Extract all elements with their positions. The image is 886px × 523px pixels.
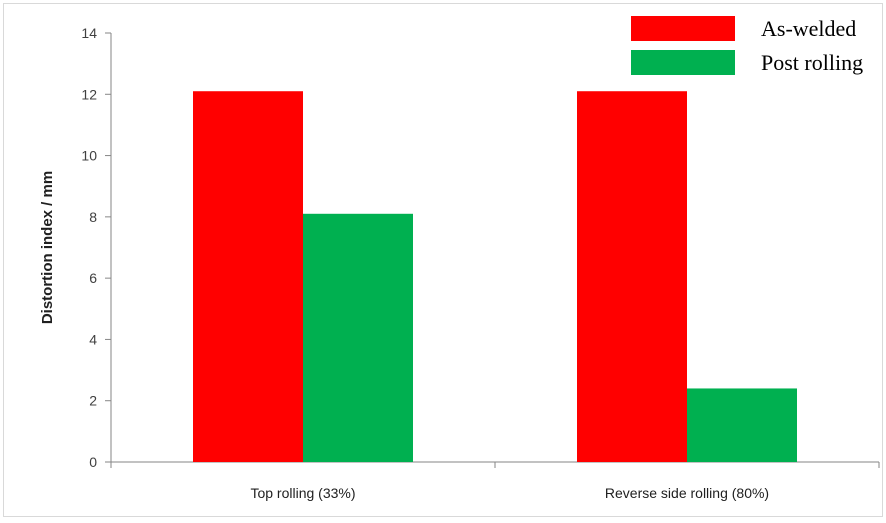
y-tick-label: 8 bbox=[89, 209, 97, 225]
bar-as-welded bbox=[577, 91, 687, 462]
legend-label: Post rolling bbox=[761, 50, 863, 75]
bar-post-rolling bbox=[303, 213, 413, 462]
bar-post-rolling bbox=[687, 388, 797, 462]
x-category-label: Reverse side rolling (80%) bbox=[605, 485, 769, 501]
y-tick-label: 6 bbox=[89, 270, 97, 286]
y-tick-label: 0 bbox=[89, 454, 97, 470]
y-axis-title: Distortion index / mm bbox=[39, 171, 56, 324]
bar-as-welded bbox=[193, 91, 303, 462]
legend-label: As-welded bbox=[761, 16, 856, 41]
legend-swatch bbox=[631, 16, 735, 41]
labels: 0 2 4 6 8 10 12 14 Top rolling (33%) Reverse side… bbox=[39, 25, 769, 501]
bar-chart: 0 2 4 6 8 10 12 14 Top rolling (33%) Reverse side… bbox=[39, 16, 880, 501]
y-tick-label: 12 bbox=[81, 86, 97, 102]
x-category-label: Top rolling (33%) bbox=[250, 485, 355, 501]
y-tick-label: 10 bbox=[81, 148, 97, 164]
y-tick-label: 4 bbox=[89, 331, 97, 347]
y-tick-label: 2 bbox=[89, 393, 97, 409]
legend: As-welded Post rolling bbox=[631, 16, 863, 75]
legend-swatch bbox=[631, 50, 735, 75]
chart-container: 0 2 4 6 8 10 12 14 Top rolling (33%) Reverse side… bbox=[3, 3, 883, 517]
bars bbox=[193, 91, 797, 462]
y-tick-label: 14 bbox=[81, 25, 97, 41]
